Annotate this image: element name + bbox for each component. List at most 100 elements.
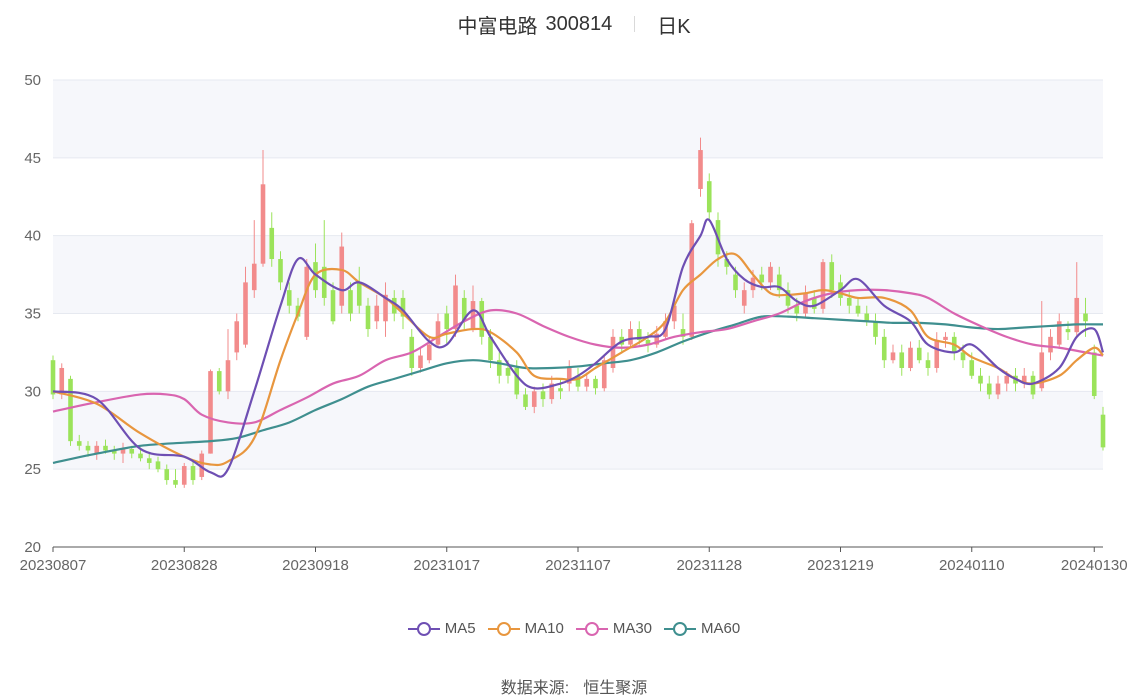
candle-body: [356, 282, 362, 306]
candle: [155, 456, 161, 473]
candle-body: [899, 352, 905, 368]
candle: [986, 375, 992, 400]
candle: [330, 282, 336, 325]
candle: [111, 445, 117, 460]
candle: [584, 372, 590, 392]
ma30-legend-icon: [575, 621, 608, 636]
candle-body: [269, 227, 275, 260]
candle: [741, 282, 747, 314]
candle: [190, 459, 196, 485]
candle: [995, 375, 1001, 400]
candle-body: [173, 480, 178, 485]
candle-body: [444, 313, 450, 330]
stock-name: 中富电路: [457, 15, 538, 38]
candle-body: [654, 333, 660, 345]
candle-body: [890, 352, 896, 361]
candle-body: [1056, 321, 1062, 345]
candle-body: [286, 290, 292, 306]
candle-body: [225, 360, 231, 392]
candle-body: [330, 290, 336, 322]
candle: [820, 259, 826, 314]
candle-body: [523, 394, 528, 407]
candle: [531, 386, 537, 414]
candle-body: [190, 466, 196, 481]
candle-body: [671, 305, 677, 322]
stock-code: 300814: [545, 12, 613, 35]
candle-body: [234, 321, 240, 353]
candle: [706, 173, 712, 221]
candle-body: [94, 445, 100, 454]
candle: [321, 220, 327, 306]
candle: [628, 321, 633, 348]
candle-body: [76, 441, 82, 446]
plot-band: [53, 80, 1103, 158]
candle: [356, 266, 362, 314]
candle-body: [321, 266, 327, 298]
candle: [470, 285, 476, 333]
candle-body: [960, 352, 966, 361]
candle-body: [50, 360, 56, 395]
candle-body: [829, 262, 835, 291]
candle-body: [706, 181, 712, 213]
candle-body: [251, 263, 257, 291]
chart-title: 中富电路 300814 日K: [0, 10, 1148, 38]
candle-body: [601, 360, 607, 389]
candle: [243, 266, 248, 348]
candle: [558, 378, 563, 400]
legend-item-ma10[interactable]: MA10: [487, 620, 564, 637]
legend-item-ma5[interactable]: MA5: [407, 620, 476, 637]
candle: [698, 137, 703, 197]
candle-body: [470, 301, 476, 330]
candle-body: [138, 453, 143, 459]
ma5-legend-icon: [407, 621, 440, 636]
x-tick-label: 20240110: [939, 557, 1005, 574]
candle-body: [164, 469, 170, 481]
candle: [601, 355, 607, 392]
legend-label-ma30: MA30: [612, 620, 653, 637]
candle: [260, 150, 266, 267]
ma5-line: [52, 218, 1105, 478]
candle: [225, 329, 231, 400]
candle: [181, 462, 187, 488]
candle: [76, 434, 82, 451]
candle: [444, 305, 450, 345]
candle-body: [1048, 336, 1053, 353]
plot-band: [53, 235, 1103, 314]
candle-body: [1065, 329, 1071, 333]
legend: MA5 MA10 MA30 MA60: [0, 620, 1148, 637]
ma10-legend-icon: [487, 621, 520, 636]
candle-body: [776, 274, 782, 291]
candle: [1021, 367, 1027, 389]
candle: [925, 352, 931, 376]
candle: [339, 232, 345, 314]
candle: [461, 290, 467, 330]
candle: [890, 344, 896, 364]
candle: [689, 220, 695, 340]
legend-item-ma60[interactable]: MA60: [664, 620, 740, 637]
candle-body: [855, 305, 861, 314]
candle-body: [969, 360, 975, 376]
candle: [916, 339, 922, 364]
candle: [365, 297, 371, 337]
candle-body: [549, 383, 555, 400]
candle: [881, 329, 887, 368]
candle-body: [916, 347, 922, 361]
period-label[interactable]: 日K: [657, 15, 691, 38]
candle-body: [811, 297, 817, 309]
legend-label-ma5: MA5: [444, 620, 476, 637]
candle-body: [400, 297, 406, 317]
candle: [1056, 313, 1062, 348]
candle: [251, 220, 257, 298]
x-tick-label: 20230918: [282, 557, 349, 574]
candle-body: [540, 391, 546, 400]
plot-background: [53, 80, 1103, 470]
candle: [199, 450, 205, 481]
candle: [768, 262, 773, 291]
ma30-line: [52, 288, 1104, 425]
legend-item-ma30[interactable]: MA30: [575, 620, 653, 637]
candle-body: [278, 259, 283, 283]
candle: [374, 294, 380, 330]
candle-body: [566, 367, 572, 384]
candle-body: [908, 347, 913, 368]
candle-body: [593, 378, 598, 389]
